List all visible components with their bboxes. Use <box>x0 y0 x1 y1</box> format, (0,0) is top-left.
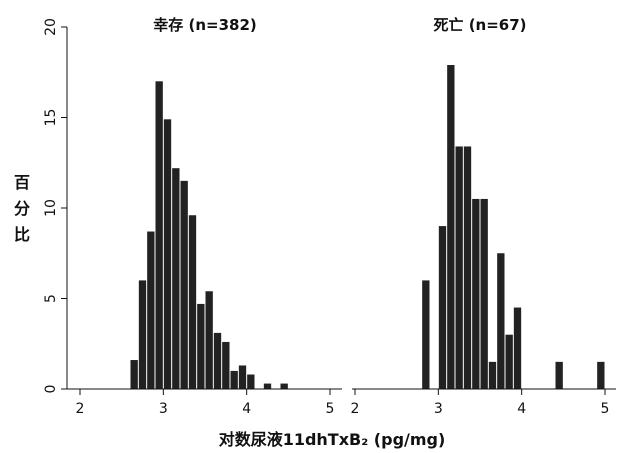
histogram-bar <box>505 334 513 389</box>
histogram-bar <box>197 303 205 389</box>
panel-title: 幸存 (n=382) <box>153 16 257 34</box>
y-tick-label: 15 <box>43 109 59 127</box>
histogram-bar <box>438 226 447 389</box>
histogram-bar <box>455 146 463 389</box>
histogram-bar <box>230 370 238 389</box>
x-tick-label: 4 <box>242 401 251 417</box>
histogram-bar <box>463 146 472 389</box>
histogram-bar <box>247 374 255 389</box>
y-axis: 0 5 10 15 20 <box>43 18 68 394</box>
histogram-bar <box>213 332 222 389</box>
histogram-bar <box>497 253 505 389</box>
x-tick-label: 3 <box>434 401 443 417</box>
histogram-bar <box>488 361 497 389</box>
histogram-bar <box>130 360 138 389</box>
x-tick-label: 5 <box>326 401 335 417</box>
histogram-bar <box>172 168 180 389</box>
histogram-bar <box>263 383 272 389</box>
y-axis-title: 百分比 <box>14 173 30 244</box>
panel-title: 死亡 (n=67) <box>433 16 526 34</box>
histogram-bar <box>147 231 155 389</box>
y-tick-label: 10 <box>43 199 59 217</box>
histogram-panel: 幸存 (n=382) 2 3 4 5 <box>67 16 342 417</box>
x-tick-label: 5 <box>601 401 610 417</box>
x-tick-label: 2 <box>76 401 85 417</box>
histogram-bar <box>422 280 430 389</box>
x-axis-title: 对数尿液11dhTxB₂ (pg/mg) <box>219 430 446 449</box>
histogram-bar <box>188 215 197 389</box>
histogram-bar <box>222 341 230 389</box>
histogram-bar <box>472 198 480 389</box>
histogram-bar <box>447 65 455 389</box>
y-tick-label: 0 <box>43 385 59 394</box>
x-tick-label: 4 <box>517 401 526 417</box>
histogram-panels: 幸存 (n=382) 2 3 4 5 死亡 (n=67) 2 3 4 5 <box>67 16 616 417</box>
histogram-panel: 死亡 (n=67) 2 3 4 5 <box>351 16 616 417</box>
y-tick-label: 5 <box>43 294 59 303</box>
histogram-bar <box>280 383 288 389</box>
x-tick-label: 2 <box>351 401 360 417</box>
histogram-bar <box>238 365 247 389</box>
histogram-bar <box>597 361 605 389</box>
histogram-bar <box>138 280 147 389</box>
histogram-bar <box>480 198 488 389</box>
histogram-bar <box>555 361 563 389</box>
histogram-bar <box>163 119 172 389</box>
histogram-bar <box>155 81 163 390</box>
x-tick-label: 3 <box>159 401 168 417</box>
histogram-bar <box>205 291 213 389</box>
y-tick-label: 20 <box>43 18 59 36</box>
histogram-bar <box>513 307 522 389</box>
histogram-bar <box>180 180 188 389</box>
